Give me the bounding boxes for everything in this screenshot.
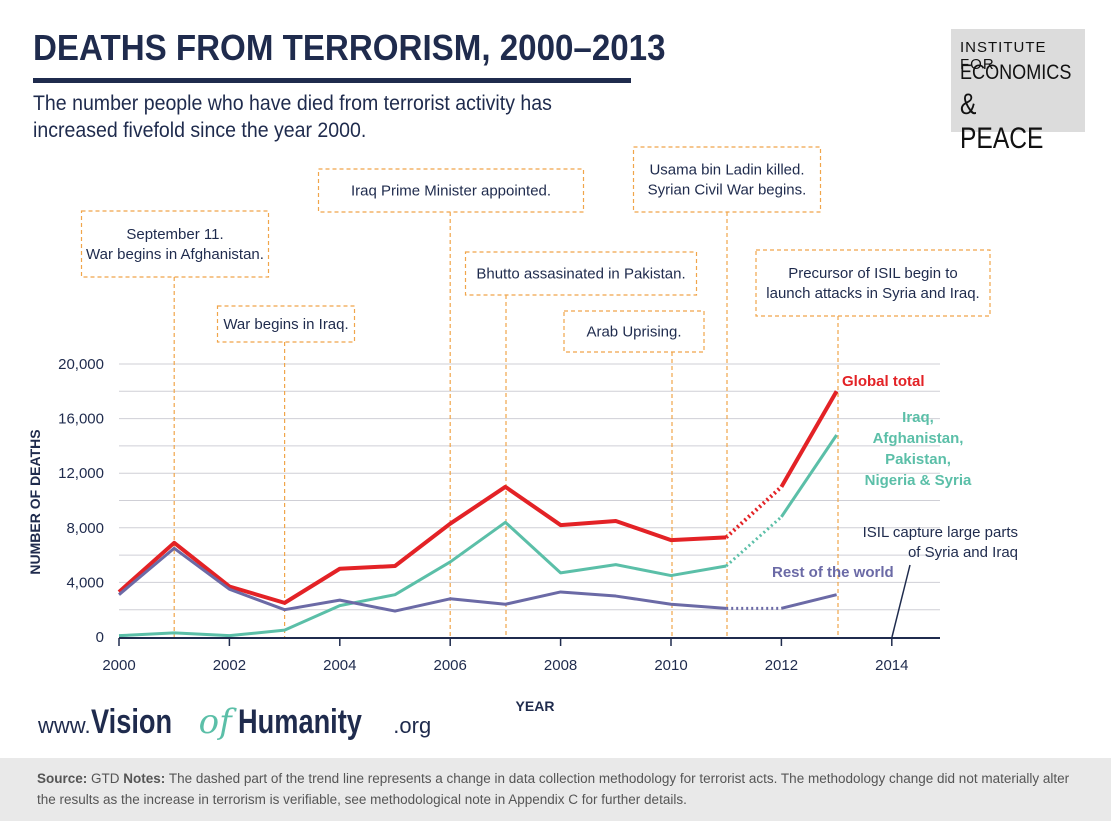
series-line-dashed [725, 515, 783, 568]
annotation-text: Usama bin Ladin killed. [649, 162, 804, 179]
series-line-solid [779, 390, 839, 488]
series-line-solid [118, 546, 727, 613]
logo-humanity: Humanity [238, 703, 363, 741]
y-tick-label: 4,000 [66, 574, 104, 591]
axes: 0 4,000 8,000 12,000 16,000 20,000 2000 2002 200… [27, 356, 940, 714]
x-tick-label: 2006 [434, 657, 467, 674]
series-label-iraq-group: Iraq, [902, 409, 934, 426]
y-tick-label: 20,000 [58, 356, 104, 373]
logo-line-3: & PEACE [960, 88, 1044, 155]
series-label-iraq-group: Afghanistan, [873, 430, 964, 447]
annotation-text: of Syria and Iraq [908, 544, 1018, 561]
vision-of-humanity-logo: www.Vision of Humanity .org [38, 702, 431, 752]
series-line-solid [781, 593, 837, 610]
footer-note: Source: GTD Notes: The dashed part of th… [0, 758, 1111, 821]
footer-text: Source: GTD Notes: The dashed part of th… [37, 768, 1077, 810]
annotation-text: Arab Uprising. [586, 324, 681, 341]
series-labels: Global total Iraq, Afghanistan, Pakistan, Ni… [772, 373, 972, 581]
series-line-solid [117, 484, 727, 605]
logo-vision: Vision [90, 703, 172, 741]
page-subtitle: The number people who have died from ter… [33, 92, 552, 142]
annotation-text: Bhutto assasinated in Pakistan. [476, 266, 685, 283]
series-label-global: Global total [842, 373, 925, 390]
annotation-text: September 11. [126, 226, 223, 243]
y-tick-label: 8,000 [66, 520, 104, 537]
annotation-text: Precursor of ISIL begin to [788, 265, 958, 282]
x-tick-label: 2000 [102, 657, 135, 674]
source-label: Source: [37, 771, 88, 786]
x-tick-label: 2002 [213, 657, 246, 674]
logo-line-2: ECONOMICS [960, 61, 1072, 84]
y-tick-label: 16,000 [58, 411, 104, 428]
series-line-solid [780, 434, 838, 518]
annotation-box [563, 310, 705, 353]
y-axis-title: NUMBER OF DEATHS [27, 429, 43, 574]
iep-logo: INSTITUTE FOR ECONOMICS & PEACE [951, 29, 1085, 155]
annotation-text: Iraq Prime Minister appointed. [351, 183, 551, 200]
series-label-rest: Rest of the world [772, 564, 894, 581]
annotation-leader [891, 564, 911, 638]
annotation-box [464, 251, 698, 296]
notes-label: Notes: [123, 771, 166, 786]
annotation-box [80, 210, 270, 278]
title-underline [33, 78, 631, 83]
annotation-text: ISIL capture large parts [863, 524, 1018, 541]
annotation-text: War begins in Iraq. [223, 316, 348, 333]
y-tick-label: 12,000 [58, 465, 104, 482]
y-tick-label: 0 [96, 629, 104, 646]
event-annotations: September 11. War begins in Afghanistan. W… [80, 146, 1018, 638]
annotation-box [632, 146, 822, 213]
logo-of: of [198, 702, 232, 742]
logo-www: www. [38, 713, 91, 738]
annotation-text: Syrian Civil War begins. [648, 182, 807, 199]
x-axis-title: YEAR [516, 698, 555, 714]
series-line-solid [118, 520, 727, 638]
x-tick-label: 2012 [765, 657, 798, 674]
logo-line-1: INSTITUTE FOR [960, 39, 1047, 73]
logo-org: .org [393, 713, 432, 738]
notes-value: The dashed part of the trend line repres… [37, 771, 1070, 807]
x-tick-label: 2008 [544, 657, 577, 674]
annotation-text: launch attacks in Syria and Iraq. [766, 285, 979, 302]
page-title: DEATHS FROM TERRORISM, 2000–2013 [33, 27, 666, 68]
source-value: GTD [91, 771, 120, 786]
annotation-box [755, 249, 991, 317]
series-lines [117, 390, 839, 638]
series-line-dashed [724, 485, 783, 539]
x-tick-label: 2010 [654, 657, 687, 674]
deaths-line-chart: September 11. War begins in Afghanistan. W… [27, 146, 1018, 714]
annotation-box [216, 305, 356, 343]
series-label-iraq-group: Nigeria & Syria [865, 472, 972, 489]
x-tick-label: 2004 [323, 657, 356, 674]
annotation-text: War begins in Afghanistan. [86, 246, 264, 263]
series-label-iraq-group: Pakistan, [885, 451, 951, 468]
x-tick-label: 2014 [875, 657, 908, 674]
